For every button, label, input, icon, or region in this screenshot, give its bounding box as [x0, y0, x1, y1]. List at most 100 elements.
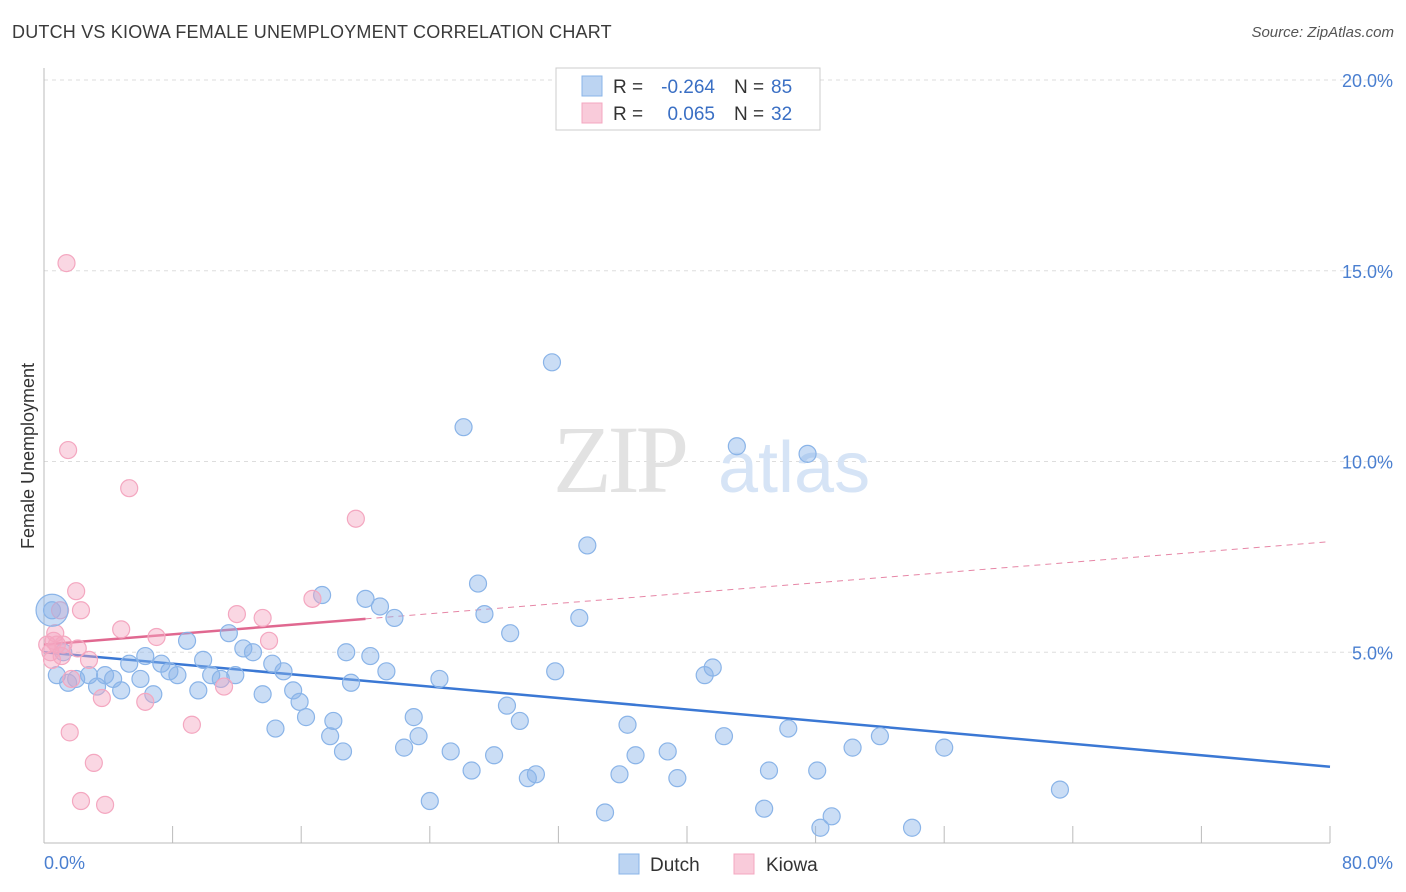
point-kiowa	[68, 639, 87, 658]
point-dutch	[312, 585, 332, 605]
point-dutch	[202, 666, 221, 685]
x-tick-label-min: 0.0%	[44, 853, 85, 873]
point-dutch	[112, 681, 131, 700]
point-kiowa	[60, 723, 79, 742]
point-kiowa	[54, 635, 73, 654]
point-dutch	[234, 639, 253, 658]
point-dutch	[404, 708, 423, 727]
point-dutch	[136, 646, 155, 666]
point-dutch	[935, 738, 954, 757]
point-dutch	[420, 791, 439, 811]
point-dutch	[485, 746, 504, 765]
point-kiowa	[67, 582, 86, 601]
point-dutch	[822, 807, 841, 826]
point-kiowa	[84, 753, 103, 772]
point-dutch	[324, 711, 343, 731]
point-dutch	[361, 646, 380, 666]
y-tick-label: 5.0%	[1352, 643, 1393, 663]
point-dutch	[296, 708, 316, 727]
point-dutch	[219, 624, 238, 643]
gridlines	[44, 79, 1392, 653]
point-dutch	[274, 662, 293, 681]
point-dutch	[370, 597, 390, 616]
point-dutch	[578, 536, 597, 555]
point-dutch	[811, 818, 830, 837]
point-dutch	[714, 727, 734, 746]
point-kiowa	[214, 677, 234, 696]
point-dutch	[168, 666, 187, 685]
legend-top: R = -0.264 N = 85 R = 0.065 N = 32	[555, 67, 821, 131]
bottom-legend-label-kiowa: Kiowa	[766, 855, 818, 876]
point-dutch	[409, 727, 428, 746]
point-kiowa	[52, 646, 71, 666]
point-kiowa	[79, 650, 99, 669]
legend-dutch-n-value: 85	[771, 77, 792, 98]
point-dutch	[189, 681, 208, 700]
axes	[43, 68, 1330, 844]
point-dutch	[131, 669, 150, 689]
bottom-legend-swatch-kiowa	[733, 853, 755, 875]
legend-dutch-r-label: R =	[613, 77, 643, 98]
point-kiowa	[92, 688, 111, 708]
legend-kiowa-n-label: N =	[734, 104, 764, 125]
point-dutch	[658, 742, 677, 761]
point-kiowa	[259, 631, 279, 650]
point-dutch	[1050, 780, 1070, 799]
y-axis-label: Female Unemployment	[18, 363, 38, 549]
point-dutch	[610, 765, 629, 784]
watermark: ZIP atlas	[553, 406, 870, 513]
point-kiowa	[136, 692, 155, 711]
x-tick-label-max: 80.0%	[1342, 853, 1393, 873]
point-dutch	[902, 818, 922, 837]
point-dutch	[526, 765, 545, 784]
point-dutch	[356, 589, 375, 608]
point-kiowa	[95, 795, 115, 814]
point-kiowa	[120, 479, 139, 498]
point-kiowa	[59, 440, 78, 460]
trend-line-dutch	[43, 651, 1331, 768]
point-dutch	[497, 696, 517, 715]
watermark-zip: ZIP	[553, 406, 686, 513]
point-dutch	[394, 738, 414, 757]
point-dutch	[595, 803, 615, 822]
point-dutch	[668, 769, 687, 788]
point-dutch	[337, 643, 356, 662]
point-kiowa	[62, 669, 81, 689]
point-kiowa	[71, 791, 91, 811]
point-dutch	[501, 624, 520, 643]
trend-line-kiowa	[43, 617, 366, 646]
point-dutch	[542, 353, 562, 372]
point-kiowa	[182, 715, 201, 734]
point-dutch	[808, 761, 827, 780]
point-dutch	[468, 574, 488, 593]
point-dutch	[385, 608, 404, 628]
legend-kiowa-n-value: 32	[771, 104, 792, 125]
point-dutch	[290, 692, 309, 711]
point-dutch	[253, 685, 272, 704]
point-dutch	[430, 669, 449, 689]
bottom-legend-label-dutch: Dutch	[650, 855, 700, 876]
point-kiowa	[57, 254, 76, 273]
point-dutch	[333, 742, 353, 761]
data-points	[35, 254, 1070, 837]
point-dutch	[377, 662, 396, 681]
point-dutch	[194, 650, 213, 669]
point-dutch	[759, 761, 779, 780]
point-kiowa	[71, 601, 91, 620]
legend-dutch-n-label: N =	[734, 77, 764, 98]
point-dutch-large	[35, 593, 69, 627]
point-dutch	[626, 746, 645, 765]
point-dutch	[120, 654, 139, 673]
point-kiowa	[303, 589, 322, 608]
point-kiowa	[47, 635, 66, 654]
point-dutch	[870, 727, 890, 746]
point-dutch	[798, 444, 817, 463]
legend-bottom: Dutch Kiowa	[618, 853, 818, 876]
point-kiowa	[227, 604, 246, 624]
chart-source: Source: ZipAtlas.com	[1251, 24, 1394, 41]
point-dutch	[454, 418, 473, 437]
legend-dutch-r-value: -0.264	[661, 77, 715, 98]
point-dutch	[510, 711, 529, 731]
point-dutch	[321, 727, 340, 746]
